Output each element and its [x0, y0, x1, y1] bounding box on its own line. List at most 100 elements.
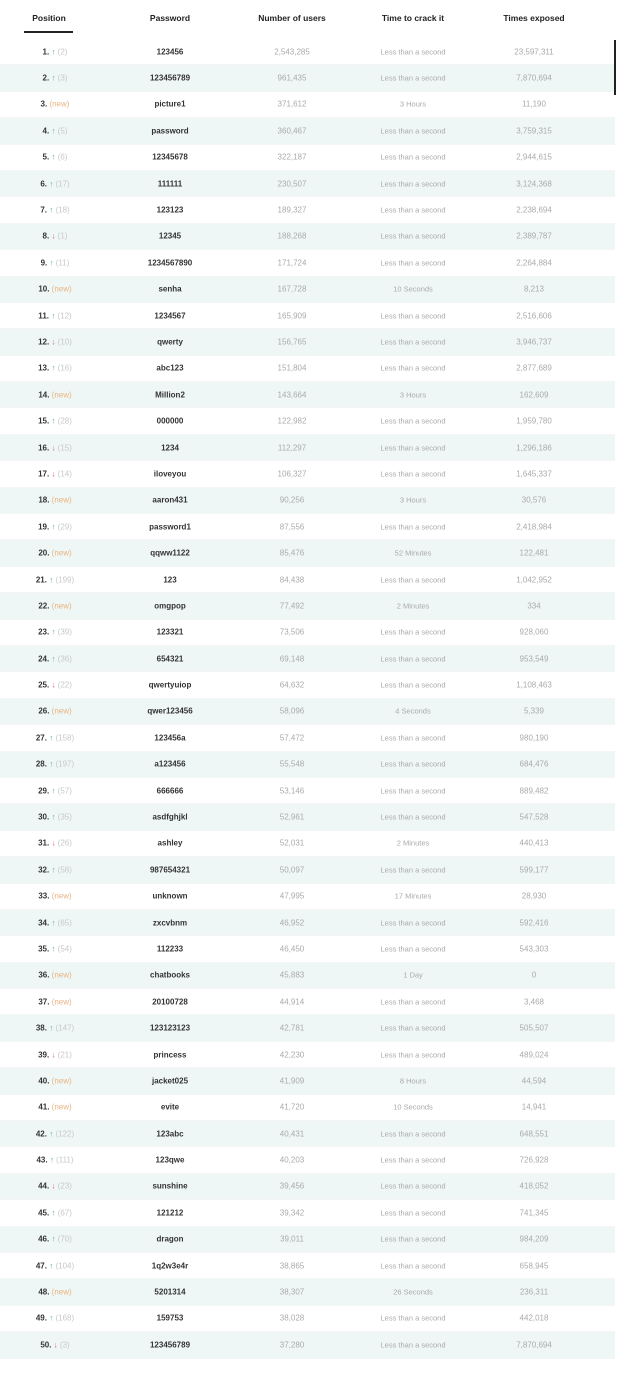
arrow-up-icon: ↑: [49, 258, 54, 268]
scrollbar[interactable]: [614, 40, 616, 95]
exposed-cell: 11,190: [522, 99, 546, 109]
position-cell: 9. ↑ (11): [41, 258, 70, 267]
password-cell: princess: [153, 1050, 187, 1060]
password-cell: unknown: [152, 891, 188, 901]
position-number: 17.: [38, 469, 50, 479]
users-cell: 53,146: [279, 786, 305, 796]
exposed-cell: 505,507: [519, 1023, 549, 1033]
position-number: 40.: [38, 1076, 50, 1086]
crack-time-cell: Less than a second: [380, 363, 446, 373]
table-row: 29. ↑ (57) 666666 53,146 Less than a sec…: [0, 778, 615, 805]
table-row: 10. (new) senha 167,728 10 Seconds 8,213: [0, 276, 615, 303]
table-row: 14. (new) Million2 143,664 3 Hours 162,6…: [0, 382, 615, 409]
previous-position: (122): [55, 1129, 75, 1139]
column-header-position[interactable]: Position: [32, 13, 66, 23]
password-cell: 000000: [156, 416, 184, 426]
password-cell: aaron431: [152, 495, 188, 505]
crack-time-cell: Less than a second: [380, 258, 446, 268]
password-cell: 12345: [158, 231, 182, 241]
table-row: 23. ↑ (39) 123321 73,506 Less than a sec…: [0, 620, 615, 646]
crack-time-cell: 52 Minutes: [394, 548, 432, 558]
users-cell: 52,031: [279, 838, 305, 848]
crack-time-cell: Less than a second: [380, 47, 446, 57]
position-number: 47.: [35, 1261, 47, 1271]
users-cell: 39,456: [279, 1181, 305, 1191]
arrow-up-icon: ↑: [49, 1155, 54, 1165]
crack-time-cell: Less than a second: [380, 522, 446, 532]
table-row: 21. ↑ (199) 123 84,438 Less than a secon…: [0, 567, 615, 594]
password-cell: 1234567890: [147, 258, 193, 268]
password-cell: senha: [158, 284, 182, 294]
previous-position: (197): [55, 759, 75, 769]
exposed-cell: 418,052: [519, 1181, 549, 1191]
position-number: 30.: [38, 812, 50, 822]
position-number: 23.: [38, 627, 50, 637]
users-cell: 46,450: [279, 944, 305, 954]
position-number: 36.: [38, 970, 50, 980]
users-cell: 106,327: [277, 469, 307, 479]
position-cell: 47. ↑ (104): [36, 1261, 74, 1270]
users-cell: 58,096: [279, 706, 305, 716]
table-row: 3. (new) picture1 371,612 3 Hours 11,190: [0, 92, 615, 119]
password-cell: zxcvbnm: [152, 918, 188, 928]
arrow-up-icon: ↑: [49, 1313, 54, 1323]
arrow-down-icon: ↓: [53, 1340, 58, 1350]
password-cell: Million2: [155, 390, 185, 400]
previous-position: (17): [55, 179, 70, 189]
position-number: 46.: [38, 1234, 50, 1244]
users-cell: 38,865: [279, 1261, 305, 1271]
arrow-up-icon: ↑: [51, 1208, 56, 1218]
arrow-down-icon: ↓: [51, 1050, 56, 1060]
new-badge: (new): [51, 997, 72, 1007]
table-row: 20. (new) qqww1122 85,476 52 Minutes 122…: [0, 540, 615, 567]
crack-time-cell: 10 Seconds: [393, 1102, 433, 1112]
previous-position: (54): [57, 944, 72, 954]
arrow-up-icon: ↑: [51, 812, 56, 822]
exposed-cell: 599,177: [519, 865, 549, 875]
position-number: 50.: [40, 1340, 52, 1350]
password-cell: 123456a: [154, 733, 186, 743]
column-header-password[interactable]: Password: [149, 13, 191, 23]
users-cell: 40,431: [279, 1129, 305, 1139]
position-cell: 1. ↑ (2): [43, 47, 68, 56]
password-cell: 123456: [156, 47, 184, 57]
position-cell: 26. (new): [38, 707, 71, 716]
crack-time-cell: Less than a second: [380, 231, 446, 241]
table-row: 22. (new) omgpop 77,492 2 Minutes 334: [0, 593, 615, 620]
crack-time-cell: Less than a second: [380, 1234, 446, 1244]
new-badge: (new): [51, 601, 72, 611]
previous-position: (111): [56, 1155, 74, 1165]
position-cell: 13. ↑ (16): [38, 364, 72, 373]
crack-time-cell: Less than a second: [380, 1261, 446, 1271]
position-number: 12.: [38, 337, 50, 347]
crack-time-cell: Less than a second: [380, 1023, 446, 1033]
column-header-users[interactable]: Number of users: [258, 13, 326, 23]
exposed-cell: 30,576: [521, 495, 547, 505]
password-cell: 123qwe: [155, 1155, 185, 1165]
password-cell: 1234567: [154, 311, 186, 321]
arrow-down-icon: ↓: [51, 337, 56, 347]
position-cell: 12. ↓ (10): [38, 337, 72, 346]
exposed-cell: 1,959,780: [516, 416, 552, 426]
table-row: 43. ↑ (111) 123qwe 40,203 Less than a se…: [0, 1147, 615, 1174]
arrow-up-icon: ↑: [49, 733, 54, 743]
position-cell: 17. ↓ (14): [38, 469, 72, 478]
table-row: 34. ↑ (65) zxcvbnm 46,952 Less than a se…: [0, 909, 615, 937]
position-cell: 35. ↑ (54): [38, 944, 72, 953]
position-number: 19.: [38, 522, 50, 532]
column-header-exposed[interactable]: Times exposed: [503, 13, 565, 23]
arrow-up-icon: ↑: [51, 311, 56, 321]
crack-time-cell: Less than a second: [380, 575, 446, 584]
exposed-cell: 44,594: [521, 1076, 547, 1086]
users-cell: 55,548: [279, 759, 305, 769]
column-header-time[interactable]: Time to crack it: [381, 13, 445, 23]
position-number: 18.: [38, 495, 50, 505]
position-number: 3.: [40, 99, 48, 109]
position-cell: 10. (new): [38, 285, 71, 294]
exposed-cell: 543,303: [519, 944, 549, 954]
crack-time-cell: Less than a second: [380, 1155, 446, 1165]
new-badge: (new): [51, 284, 72, 294]
exposed-cell: 334: [527, 601, 541, 611]
arrow-up-icon: ↑: [51, 47, 56, 57]
position-cell: 5. ↑ (6): [43, 153, 68, 162]
